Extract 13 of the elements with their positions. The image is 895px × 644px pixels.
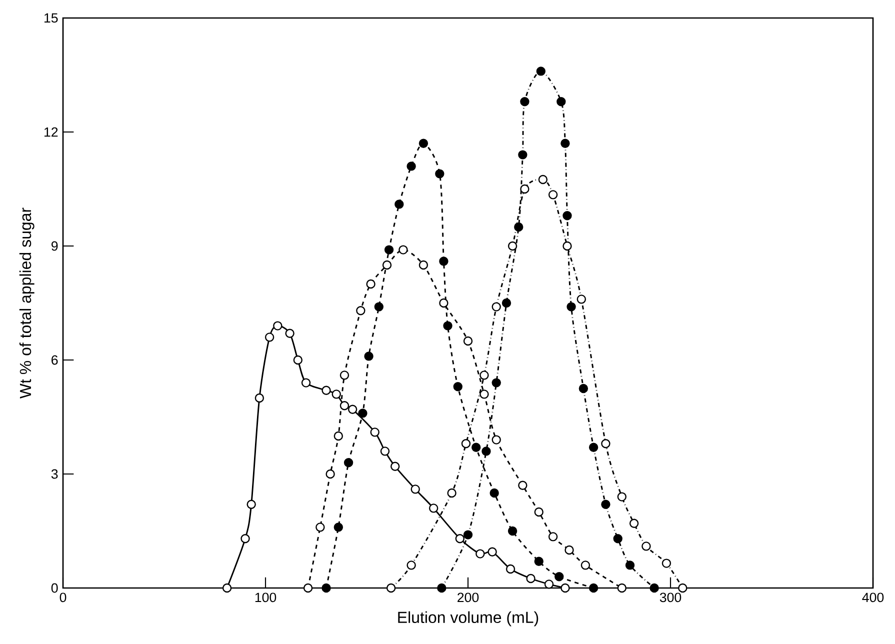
x-axis-title: Elution volume (mL) bbox=[398, 611, 538, 626]
x-tick-label: 100 bbox=[255, 592, 276, 602]
y-axis-title: Wt % of total applied sugar bbox=[19, 208, 34, 399]
y-tick-label: 3 bbox=[51, 469, 58, 479]
y-tick-label: 6 bbox=[52, 355, 58, 365]
x-tick-label: 400 bbox=[862, 592, 884, 602]
x-tick-label: 300 bbox=[660, 592, 682, 602]
x-tick-label: 200 bbox=[458, 592, 479, 602]
y-tick-label: 0 bbox=[51, 583, 58, 593]
y-tick-label: 15 bbox=[44, 13, 58, 23]
x-tick-label: 0 bbox=[60, 592, 66, 602]
y-tick-label: 12 bbox=[44, 127, 58, 137]
y-tick-label: 9 bbox=[52, 241, 58, 251]
